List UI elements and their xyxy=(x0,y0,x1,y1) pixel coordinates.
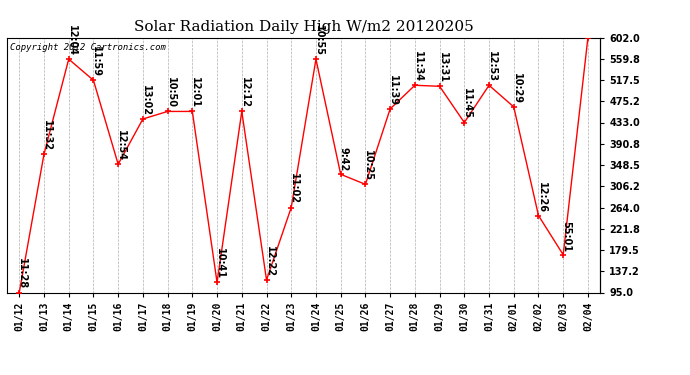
Text: 9:42: 9:42 xyxy=(339,147,348,171)
Title: Solar Radiation Daily High W/m2 20120205: Solar Radiation Daily High W/m2 20120205 xyxy=(134,20,473,33)
Text: 11:59: 11:59 xyxy=(91,46,101,77)
Text: 11:45: 11:45 xyxy=(462,88,472,120)
Text: 10:25: 10:25 xyxy=(364,150,373,182)
Text: 11:34: 11:34 xyxy=(413,51,423,82)
Text: 12:26: 12:26 xyxy=(536,182,546,213)
Text: 12:53: 12:53 xyxy=(487,51,497,82)
Text: 10:55: 10:55 xyxy=(314,25,324,56)
Text: 13:31: 13:31 xyxy=(437,52,448,83)
Text: 12:01: 12:01 xyxy=(190,77,200,108)
Text: 11:32: 11:32 xyxy=(42,120,52,151)
Text: 13:02: 13:02 xyxy=(141,85,151,116)
Text: 55:01: 55:01 xyxy=(561,221,571,252)
Text: 11:28: 11:28 xyxy=(17,258,27,290)
Text: 12:54: 12:54 xyxy=(116,130,126,161)
Text: 12:22: 12:22 xyxy=(264,246,275,277)
Text: 10:29: 10:29 xyxy=(512,73,522,104)
Text: 11:02: 11:02 xyxy=(289,174,299,204)
Text: 10:50: 10:50 xyxy=(166,77,175,108)
Text: 11:39: 11:39 xyxy=(388,75,398,106)
Text: Copyright 2012 Cartronics.com: Copyright 2012 Cartronics.com xyxy=(10,43,166,52)
Text: 12:12: 12:12 xyxy=(239,77,250,108)
Text: 10:41: 10:41 xyxy=(215,248,225,279)
Text: 12:04: 12:04 xyxy=(67,25,77,56)
